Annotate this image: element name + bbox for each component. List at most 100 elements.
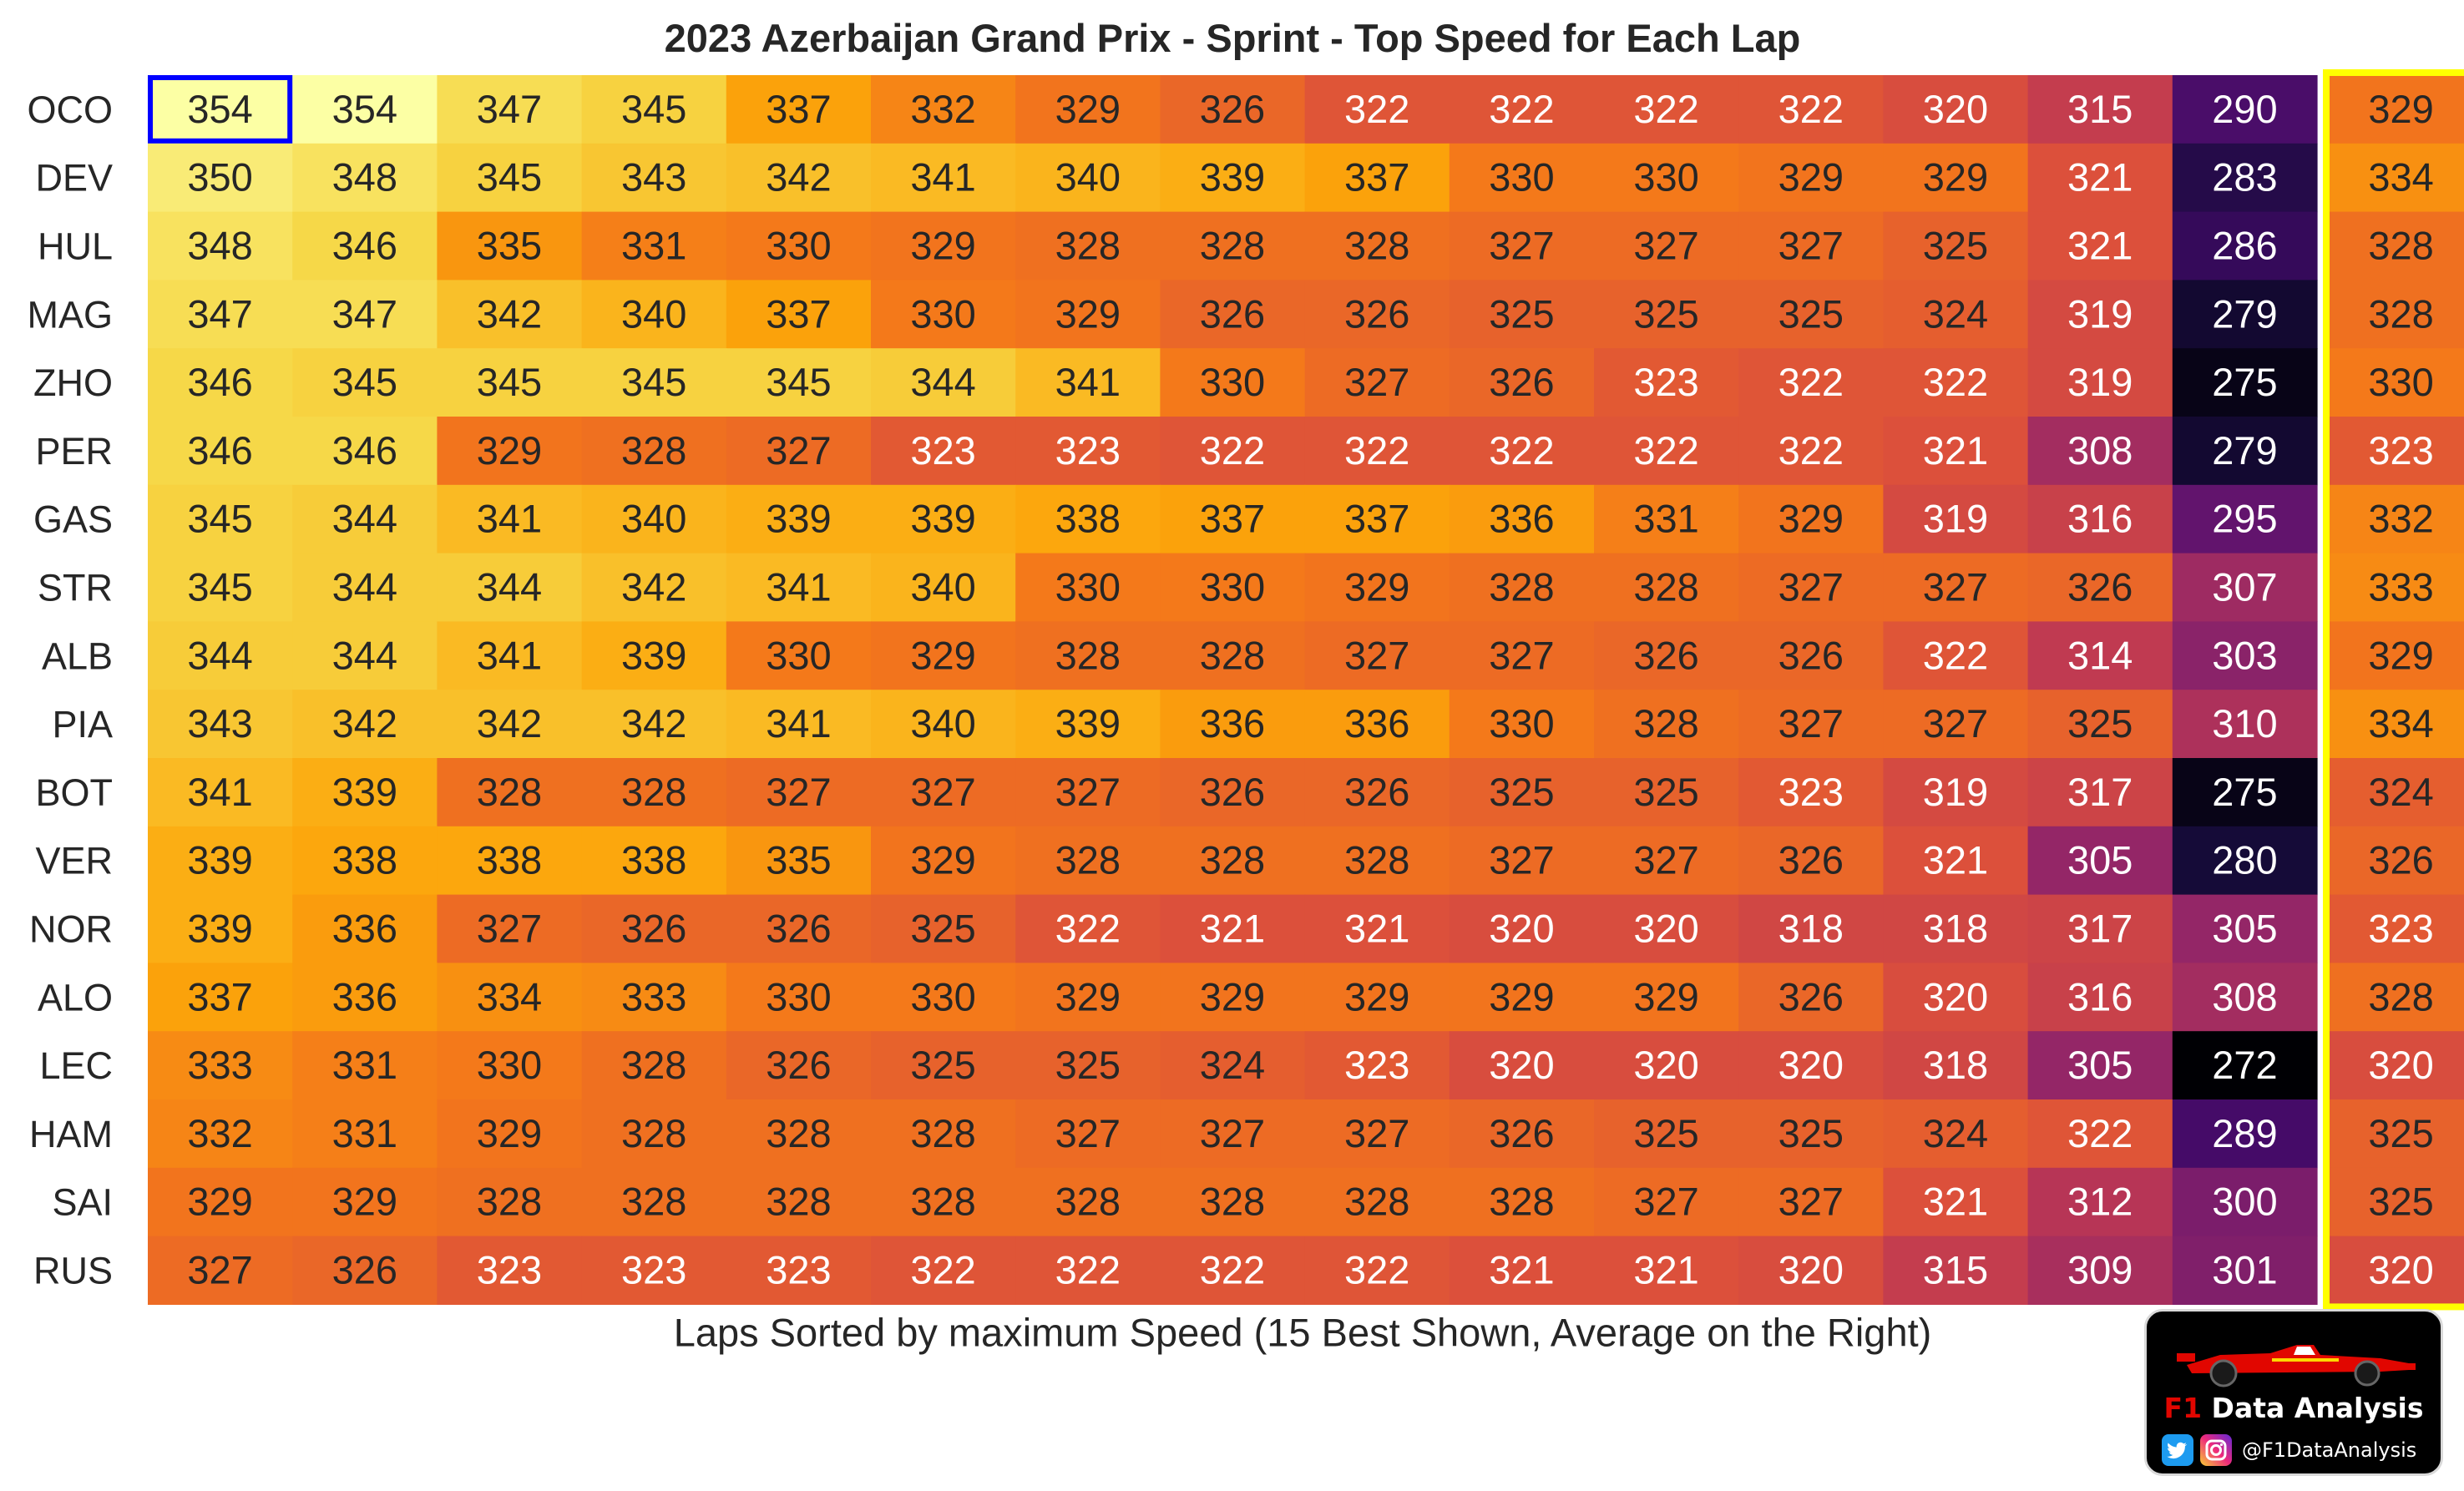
heatmap-cell xyxy=(292,484,438,554)
average-label: 323 xyxy=(2368,428,2433,473)
heatmap-cell xyxy=(1449,417,1595,486)
heatmap-cell xyxy=(148,963,293,1032)
heatmap-cell xyxy=(1015,690,1161,759)
heatmap-cell xyxy=(871,75,1016,144)
heatmap-cell xyxy=(2172,826,2318,896)
heatmap-cell xyxy=(1883,1236,2029,1305)
cell-label: 329 xyxy=(187,1180,252,1224)
cell-label: 344 xyxy=(332,497,397,541)
cell-label: 320 xyxy=(1633,1043,1698,1087)
cell-label: 347 xyxy=(477,87,542,131)
heatmap-cell xyxy=(1015,758,1161,827)
heatmap-cell xyxy=(581,1031,727,1100)
cell-label: 345 xyxy=(477,360,542,404)
heatmap-cell xyxy=(1883,1167,2029,1237)
cell-label: 326 xyxy=(1200,770,1265,814)
heatmap-cell xyxy=(2027,348,2173,417)
heatmap-cell xyxy=(148,280,293,349)
heatmap-cell xyxy=(2172,758,2318,827)
average-label: 320 xyxy=(2368,1043,2433,1087)
cell-label: 328 xyxy=(1633,565,1698,609)
cell-label: 275 xyxy=(2212,770,2277,814)
cell-label: 337 xyxy=(766,87,831,131)
average-column-highlight xyxy=(2323,69,2464,1311)
cell-label: 322 xyxy=(1633,87,1698,131)
heatmap-cell xyxy=(292,417,438,486)
cell-label: 341 xyxy=(187,770,252,814)
cell-label: 329 xyxy=(477,428,542,473)
cell-label: 327 xyxy=(1344,1111,1409,1155)
logo-social-row: @F1DataAnalysis xyxy=(2162,1433,2416,1467)
cell-label: 308 xyxy=(2212,974,2277,1018)
cell-label: 328 xyxy=(1344,838,1409,882)
cell-label: 328 xyxy=(910,1180,975,1224)
heatmap-cell xyxy=(2172,143,2318,213)
cell-label: 328 xyxy=(1055,224,1121,268)
heatmap-cell xyxy=(871,690,1016,759)
cell-label: 316 xyxy=(2067,974,2133,1018)
cell-label: 322 xyxy=(1344,428,1409,473)
heatmap-cell xyxy=(437,280,583,349)
cell-label: 336 xyxy=(1200,701,1265,746)
cell-label: 342 xyxy=(477,701,542,746)
cell-label: 338 xyxy=(1055,497,1121,541)
heatmap-cell xyxy=(1015,143,1161,213)
heatmap-cell xyxy=(292,621,438,690)
cell-label: 336 xyxy=(332,974,397,1018)
heatmap-cell xyxy=(148,1099,293,1169)
cell-label: 327 xyxy=(1633,1180,1698,1224)
cell-label: 317 xyxy=(2067,770,2133,814)
heatmap-cell xyxy=(726,758,872,827)
cell-label: 329 xyxy=(1489,974,1554,1018)
row-label: OCO xyxy=(27,88,113,131)
heatmap-cell xyxy=(1015,280,1161,349)
heatmap-cell xyxy=(148,1167,293,1237)
row-label: PIA xyxy=(52,703,113,746)
heatmap-cell xyxy=(2172,690,2318,759)
cell-label: 344 xyxy=(910,360,975,404)
heatmap-cell xyxy=(292,1099,438,1169)
heatmap-cell xyxy=(1594,75,1739,144)
row-label: DEV xyxy=(35,157,113,200)
cell-label: 326 xyxy=(1200,87,1265,131)
cell-label: 301 xyxy=(2212,1248,2277,1292)
heatmap-cell xyxy=(437,553,583,622)
heatmap-cell xyxy=(292,1236,438,1305)
cell-label: 342 xyxy=(332,701,397,746)
cell-label: 330 xyxy=(477,1043,542,1087)
heatmap-cell xyxy=(1160,758,1306,827)
cell-label: 325 xyxy=(1778,291,1844,336)
cell-label: 327 xyxy=(1055,1111,1121,1155)
heatmap-cell xyxy=(1594,484,1739,554)
cell-label: 339 xyxy=(332,770,397,814)
heatmap-cell xyxy=(726,621,872,690)
average-cell xyxy=(2329,1167,2464,1237)
heatmap-cell xyxy=(1015,348,1161,417)
heatmap-cell xyxy=(2172,1099,2318,1169)
heatmap-cell xyxy=(1160,690,1306,759)
cell-label: 328 xyxy=(1344,1180,1409,1224)
cell-label: 321 xyxy=(1633,1248,1698,1292)
average-cell xyxy=(2329,1031,2464,1100)
heatmap-cell xyxy=(148,143,293,213)
cell-label: 340 xyxy=(621,497,686,541)
heatmap-cell xyxy=(2027,758,2173,827)
heatmap-cell xyxy=(1160,1167,1306,1237)
cell-label: 329 xyxy=(1923,155,1988,200)
cell-label: 330 xyxy=(1489,701,1554,746)
heatmap-cell xyxy=(437,1099,583,1169)
cell-label: 330 xyxy=(910,974,975,1018)
cell-label: 339 xyxy=(910,497,975,541)
heatmap-cell xyxy=(581,894,727,963)
heatmap-cell xyxy=(1160,553,1306,622)
heatmap-cell xyxy=(1160,280,1306,349)
heatmap-cell xyxy=(2172,75,2318,144)
heatmap-cell xyxy=(1304,1099,1450,1169)
heatmap-cell xyxy=(1594,894,1739,963)
heatmap-cell xyxy=(148,826,293,896)
cell-label: 337 xyxy=(1200,497,1265,541)
cell-label: 345 xyxy=(187,565,252,609)
heatmap-cell xyxy=(1594,143,1739,213)
cell-label: 328 xyxy=(1489,1180,1554,1224)
heatmap-cell xyxy=(148,621,293,690)
